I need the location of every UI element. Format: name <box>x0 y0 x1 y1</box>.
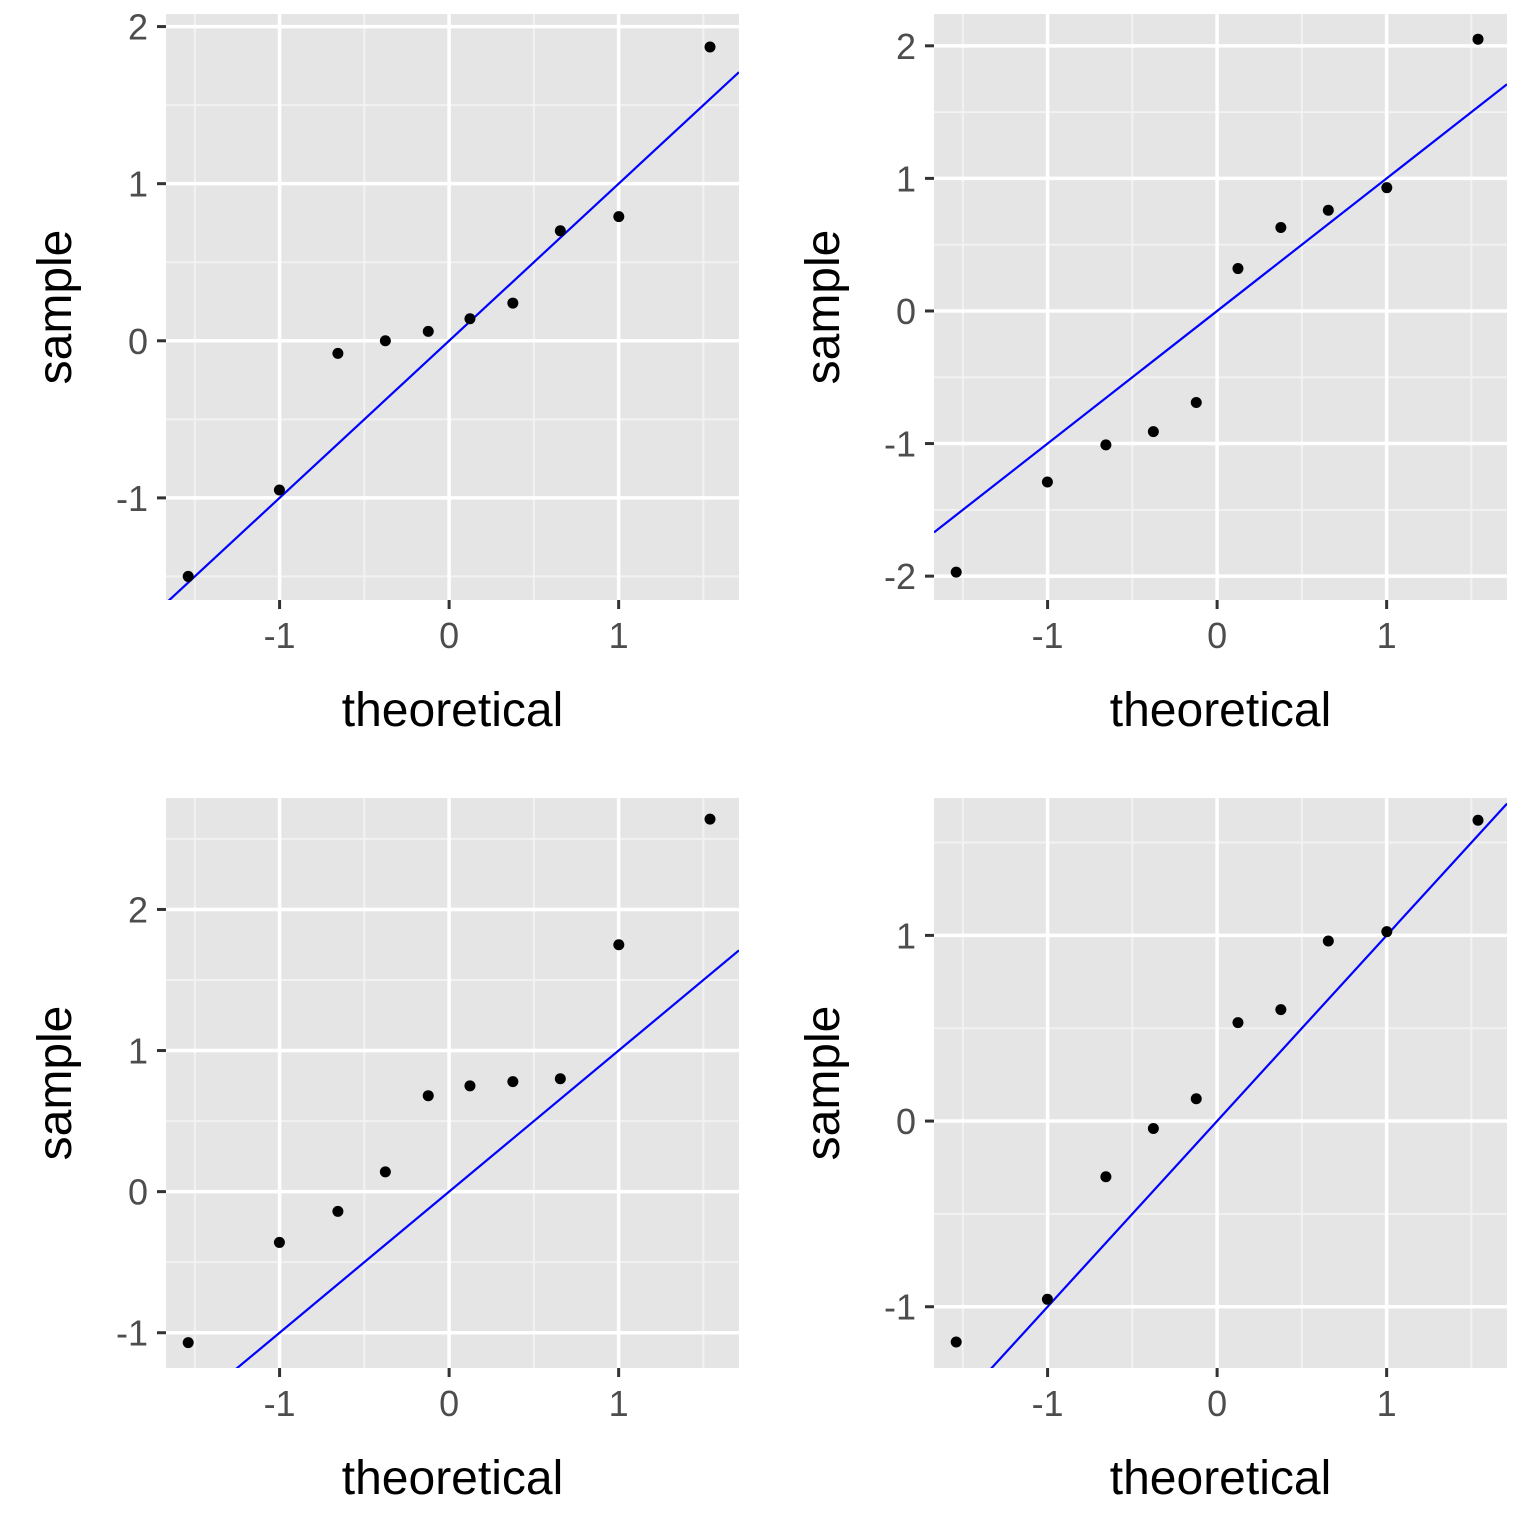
x-tick-label: 0 <box>439 615 459 656</box>
y-tick-label: -1 <box>884 424 916 465</box>
data-point <box>379 1166 391 1178</box>
y-tick-label: 0 <box>896 1101 916 1142</box>
y-tick-label: 0 <box>128 1172 148 1213</box>
y-tick-label: 1 <box>896 158 916 199</box>
y-tick-label: 1 <box>128 164 148 205</box>
panel-background <box>934 798 1507 1368</box>
y-tick-label: 2 <box>896 26 916 67</box>
x-axis-title: theoretical <box>342 684 563 737</box>
data-point <box>704 813 716 825</box>
data-point <box>554 225 566 237</box>
y-tick-label: -1 <box>884 1287 916 1328</box>
y-tick-label: 1 <box>896 915 916 956</box>
data-point <box>1472 814 1484 826</box>
data-point <box>1041 476 1053 488</box>
x-axis-title: theoretical <box>1110 1452 1331 1505</box>
x-tick-label: -1 <box>1032 615 1064 656</box>
y-tick-label: 1 <box>128 1031 148 1072</box>
data-point <box>950 1336 962 1348</box>
y-axis-title: sample <box>29 230 82 385</box>
data-point <box>1190 396 1202 408</box>
y-tick-label: 0 <box>128 321 148 362</box>
data-point <box>182 570 194 582</box>
data-point <box>1147 1122 1159 1134</box>
data-point <box>1100 439 1112 451</box>
data-point <box>332 1205 344 1217</box>
x-axis-title: theoretical <box>342 1452 563 1505</box>
data-point <box>507 297 519 309</box>
x-tick-label: 1 <box>609 615 629 656</box>
data-point <box>1147 426 1159 438</box>
data-point <box>273 484 285 496</box>
data-point <box>1275 221 1287 233</box>
y-tick-label: -1 <box>116 478 148 519</box>
data-point <box>182 1337 194 1349</box>
data-point <box>422 325 434 337</box>
data-point <box>464 313 476 325</box>
data-point <box>379 335 391 347</box>
data-point <box>1381 926 1393 938</box>
data-point <box>422 1090 434 1102</box>
data-point <box>1322 935 1334 947</box>
data-point <box>1232 263 1244 275</box>
x-tick-label: 0 <box>1207 1383 1227 1424</box>
x-tick-label: -1 <box>264 615 296 656</box>
reference-line <box>990 802 1507 1368</box>
data-point <box>1232 1017 1244 1029</box>
y-tick-label: 2 <box>128 7 148 48</box>
x-tick-label: 1 <box>609 1383 629 1424</box>
y-axis-title: sample <box>797 1006 850 1161</box>
data-point <box>507 1076 519 1088</box>
qq-panel-top-left: -1 0 1 -1 0 1 2 theoretical sample <box>29 7 739 737</box>
qq-panel-top-right: -1 0 1 -2 -1 0 1 2 theoretical sample <box>797 14 1507 737</box>
x-tick-label: -1 <box>1032 1383 1064 1424</box>
y-tick-label: 2 <box>128 889 148 930</box>
data-point <box>1100 1171 1112 1183</box>
data-point <box>1472 33 1484 45</box>
reference-line <box>235 949 739 1368</box>
x-tick-label: -1 <box>264 1383 296 1424</box>
x-tick-label: 0 <box>439 1383 459 1424</box>
data-point <box>1275 1004 1287 1016</box>
data-point <box>554 1073 566 1085</box>
x-tick-label: 0 <box>1207 615 1227 656</box>
x-axis-title: theoretical <box>1110 684 1331 737</box>
data-point <box>1322 204 1334 216</box>
panel-background <box>166 798 739 1368</box>
data-point <box>332 347 344 359</box>
y-tick-label: -2 <box>884 556 916 597</box>
y-axis-title: sample <box>797 230 850 385</box>
qq-panel-bottom-right: -1 0 1 -1 0 1 theoretical sample <box>797 798 1507 1505</box>
data-point <box>1381 182 1393 194</box>
data-point <box>464 1080 476 1092</box>
data-point <box>1041 1293 1053 1305</box>
data-point <box>273 1236 285 1248</box>
data-point <box>613 211 625 223</box>
x-tick-label: 1 <box>1377 1383 1397 1424</box>
qq-panel-bottom-left: -1 0 1 -1 0 1 2 theoretical sample <box>29 798 739 1505</box>
reference-line <box>167 71 739 600</box>
data-point <box>1190 1093 1202 1105</box>
x-tick-label: 1 <box>1377 615 1397 656</box>
data-point <box>704 41 716 53</box>
y-tick-label: 0 <box>896 291 916 332</box>
y-axis-title: sample <box>29 1006 82 1161</box>
y-tick-label: -1 <box>116 1313 148 1354</box>
reference-line <box>934 83 1507 534</box>
data-point <box>950 566 962 578</box>
data-point <box>613 939 625 951</box>
panel-background <box>166 14 739 600</box>
